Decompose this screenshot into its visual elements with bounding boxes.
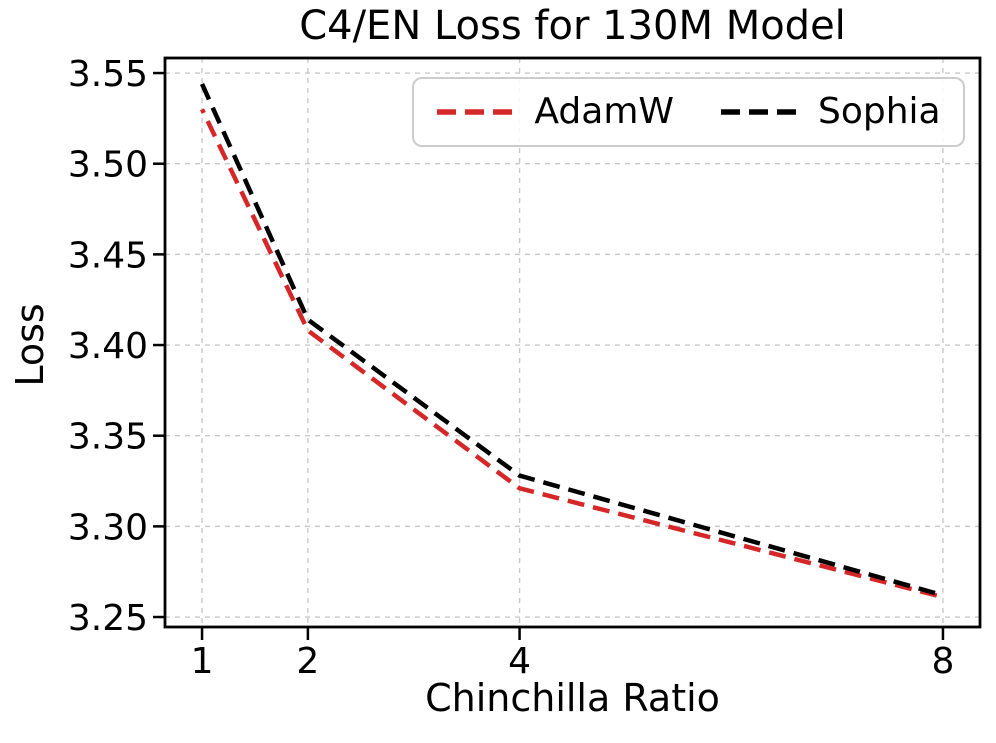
legend: AdamW Sophia — [412, 77, 965, 147]
legend-label-adamw: AdamW — [534, 91, 674, 132]
y-tick-label: 3.35 — [68, 417, 148, 458]
adamw-line-sample — [437, 109, 518, 115]
y-tick-label: 3.25 — [68, 598, 148, 639]
x-tick-label: 1 — [191, 641, 214, 682]
chart-title: C4/EN Loss for 130M Model — [299, 3, 846, 49]
series-line-sophia — [199, 83, 944, 598]
y-axis-label: Loss — [8, 303, 52, 387]
legend-item-sophia: Sophia — [720, 94, 941, 130]
sophia-line-sample — [720, 109, 801, 115]
y-tick-label: 3.45 — [68, 235, 148, 276]
y-tick-label: 3.40 — [68, 326, 148, 367]
y-tick-label: 3.55 — [68, 54, 148, 95]
legend-label-sophia: Sophia — [817, 91, 941, 132]
x-tick-label: 8 — [932, 641, 955, 682]
y-tick-label: 3.30 — [68, 507, 148, 548]
legend-item-adamw: AdamW — [436, 94, 674, 130]
x-tick-label: 4 — [508, 641, 531, 682]
plot-border — [163, 56, 982, 629]
x-axis-label: Chinchilla Ratio — [425, 676, 720, 720]
x-tick-label: 2 — [296, 641, 319, 682]
y-tick-label: 3.50 — [68, 145, 148, 186]
series-line-adamw — [200, 108, 944, 600]
